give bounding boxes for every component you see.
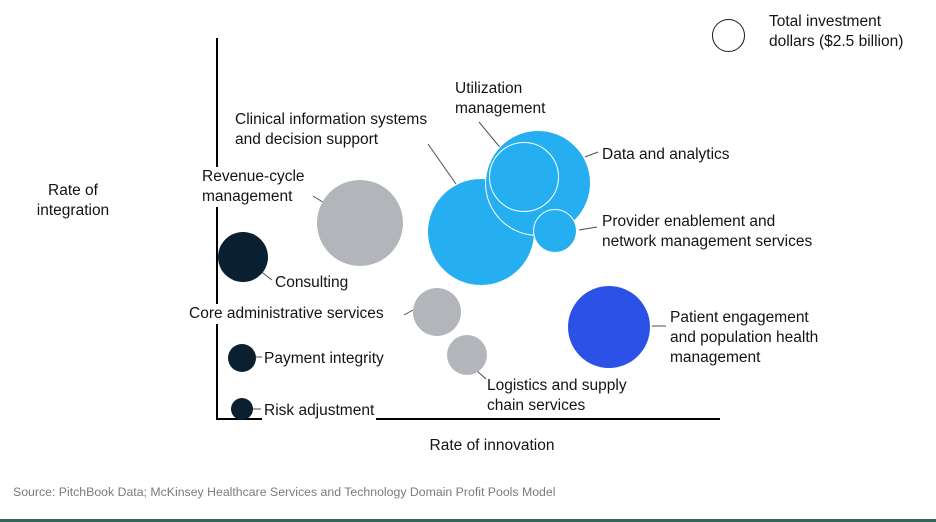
- label-line: Payment integrity: [264, 350, 384, 367]
- y-axis-title-line-1: Rate of: [48, 182, 98, 199]
- label-line: Clinical information systems: [235, 111, 428, 128]
- label-data-and-analytics: Data and analytics: [600, 145, 732, 165]
- label-line: Revenue-cycle: [202, 168, 305, 185]
- bubble-logistics-and-supply-chain-services: [447, 335, 487, 375]
- bubble-provider-enablement-and-network-management-services: [533, 209, 577, 253]
- label-logistics-and-supply-chain-services: Logistics and supply chain services: [485, 376, 629, 416]
- bubble-consulting: [218, 232, 268, 282]
- connector-data-and-analytics: [584, 151, 599, 158]
- y-axis-title: Rate of integration: [14, 181, 132, 221]
- label-line: and decision support: [235, 131, 379, 148]
- bubble-risk-adjustment: [231, 398, 253, 420]
- label-line: Utilization: [455, 80, 523, 97]
- label-line: Consulting: [275, 274, 349, 291]
- label-line: Patient engagement: [670, 309, 809, 326]
- label-line: management: [455, 100, 546, 117]
- label-line: Provider enablement and: [602, 213, 776, 230]
- label-consulting: Consulting: [273, 273, 351, 293]
- label-core-administrative-services: Core administrative services: [187, 304, 386, 324]
- label-line: management: [670, 349, 761, 366]
- size-legend: Total investment dollars ($2.5 billion): [712, 12, 903, 52]
- label-line: Core administrative services: [189, 305, 384, 322]
- legend-label-line-1: Total investment: [769, 13, 881, 30]
- label-utilization-management: Utilization management: [453, 79, 548, 119]
- label-line: Risk adjustment: [264, 402, 375, 419]
- label-risk-adjustment: Risk adjustment: [262, 401, 377, 421]
- bubble-revenue-cycle-management: [317, 180, 403, 266]
- x-axis-line: [216, 418, 720, 420]
- label-line: management: [202, 188, 293, 205]
- label-line: network management services: [602, 233, 813, 250]
- label-line: chain services: [487, 397, 586, 414]
- bubble-payment-integrity: [228, 344, 256, 372]
- connector-clinical-information-systems-and-decision-support: [427, 143, 457, 185]
- bubble-patient-engagement-and-population-health-management: [568, 286, 650, 368]
- source-attribution: Source: PitchBook Data; McKinsey Healthc…: [13, 485, 556, 499]
- label-line: and population health: [670, 329, 819, 346]
- label-line: Logistics and supply: [487, 377, 627, 394]
- y-axis-title-line-2: integration: [36, 202, 110, 219]
- label-clinical-information-systems-and-decision-support: Clinical information systems and decision…: [233, 110, 430, 150]
- label-payment-integrity: Payment integrity: [262, 349, 386, 369]
- bubble-core-administrative-services: [413, 288, 461, 336]
- label-line: Data and analytics: [602, 146, 730, 163]
- legend-size-circle-icon: [712, 19, 745, 52]
- label-patient-engagement-and-population-health-management: Patient engagement and population health m…: [668, 308, 821, 368]
- legend-label: Total investment dollars ($2.5 billion): [769, 12, 903, 52]
- bubble-utilization-management: [489, 142, 559, 212]
- footer-accent-bar: [0, 519, 936, 522]
- label-revenue-cycle-management: Revenue-cycle management: [200, 167, 307, 207]
- label-provider-enablement-and-network-management-services: Provider enablement and network managemen…: [600, 212, 815, 252]
- x-axis-title: Rate of innovation: [429, 437, 555, 454]
- connector-provider-enablement-and-network-management-services: [578, 226, 598, 231]
- y-axis-line: [216, 38, 218, 419]
- legend-label-line-2: dollars ($2.5 billion): [769, 33, 904, 50]
- connector-core-administrative-services: [403, 309, 414, 316]
